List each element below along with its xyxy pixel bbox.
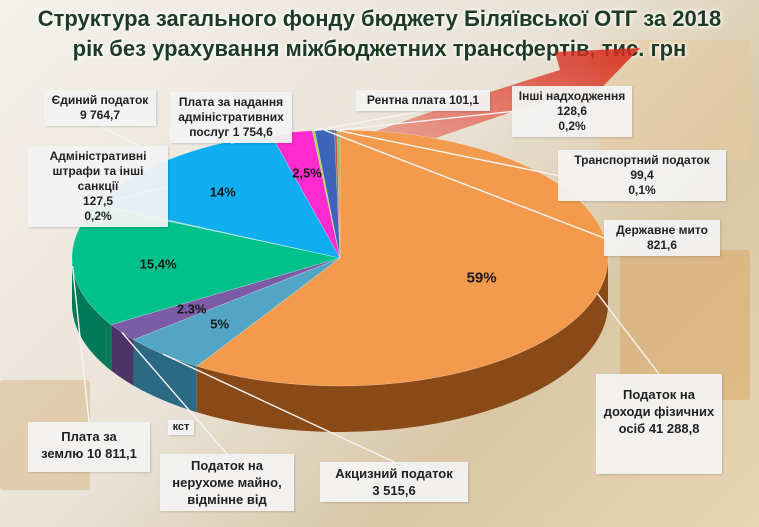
label-line: 0,2%: [84, 209, 112, 223]
label-line: нерухоме майно,: [172, 475, 282, 490]
pie-slice-pdfo: [196, 129, 609, 387]
label-line: 128,6: [556, 104, 588, 118]
chart-title-line-1: Структура загального фонду бюджету Біляї…: [37, 6, 722, 31]
label-line: 0,2%: [558, 119, 586, 133]
label-line: 821,6: [646, 238, 678, 252]
label-line: землю 10 811,1: [41, 446, 137, 461]
label-line: Податок на: [623, 387, 695, 402]
label-line: відмінне від: [187, 492, 267, 507]
leader-line-pdfo: [596, 293, 660, 375]
leader-line-akcyz: [162, 353, 395, 463]
label-line: Транспортний податок: [574, 153, 710, 167]
label-podatok-na-neruhome-maino: Податок на нерухоме майно, відмінне від: [160, 454, 294, 511]
leader-line-transport: [335, 129, 559, 177]
label-transportnyi-podatok: Транспортний податок 99,4 0,1%: [558, 150, 726, 201]
label-yedynyi-podatok: Єдиний податок 9 764,7: [44, 90, 156, 126]
label-inshi-nadkhodzhennia: Інші надходження 128,6 0,2%: [512, 86, 632, 137]
label-line: Інші надходження: [518, 89, 626, 103]
label-line: Єдиний податок: [51, 93, 149, 107]
label-line: Державне мито: [616, 223, 708, 237]
label-akcyznyi-podatok: Акцизний податок 3 515,6: [320, 462, 468, 502]
label-line: адміністративних: [178, 110, 284, 124]
label-admin-shtrafy: Адміністративні штрафи та інші санкції 127…: [28, 146, 168, 227]
leader-line-derzhmyto: [324, 129, 605, 239]
label-derzhavne-myto: Державне мито 821,6: [604, 220, 720, 256]
percent-label-akcyz: 5%: [210, 316, 229, 331]
label-line: штрафи та інші санкції: [52, 164, 144, 193]
label-line: осіб 41 288,8: [618, 421, 700, 436]
label-line: Плата за надання: [178, 95, 284, 109]
percent-label-yedynyi: 14%: [210, 184, 236, 199]
label-line: Акцизний податок: [335, 466, 453, 481]
label-line: 127,5: [82, 194, 114, 208]
label-line: Рентна плата 101,1: [366, 93, 480, 107]
percent-label-pdfo: 59%: [467, 270, 497, 287]
leader-line-zemlya: [71, 265, 90, 423]
pie-side-zemlya: [72, 258, 112, 371]
pie-side-akcyz: [133, 339, 197, 413]
label-line: Адміністративні: [49, 149, 147, 163]
label-line: 9 764,7: [79, 108, 121, 122]
label-plata-admin-posluh: Плата за надання адміністративних послуг 1…: [170, 92, 292, 143]
label-line: Плата за: [61, 429, 117, 444]
label-plata-za-zemliu: Плата за землю 10 811,1: [28, 422, 150, 472]
leader-line-inshi: [338, 110, 513, 131]
percent-labels: 59% 5%2.3% 15,4% 14% 2,5%: [140, 165, 497, 331]
label-line: 99,4: [630, 168, 654, 182]
pie-side-pdfo: [196, 258, 609, 432]
label-rentna-plata: Рентна плата 101,1: [356, 90, 490, 111]
percent-label-adm_posluhy: 2,5%: [292, 165, 322, 180]
pie-3d-sides: [72, 258, 609, 432]
label-line: 0,1%: [628, 183, 656, 197]
label-podatok-na-dokhody: Податок на доходи фізичних осіб 41 288,8: [596, 374, 722, 474]
label-clipped-fragment: кст: [168, 420, 194, 435]
percent-label-neruh: 2.3%: [177, 302, 207, 317]
label-line: Податок на: [191, 458, 263, 473]
label-line: доходи фізичних: [603, 404, 715, 419]
percent-label-zemlya: 15,4%: [140, 256, 177, 271]
label-line: 3 515,6: [372, 483, 416, 498]
label-line: послуг 1 754,6: [189, 125, 273, 139]
leader-line-neruh: [121, 331, 228, 455]
leader-line-rentna: [313, 110, 424, 132]
